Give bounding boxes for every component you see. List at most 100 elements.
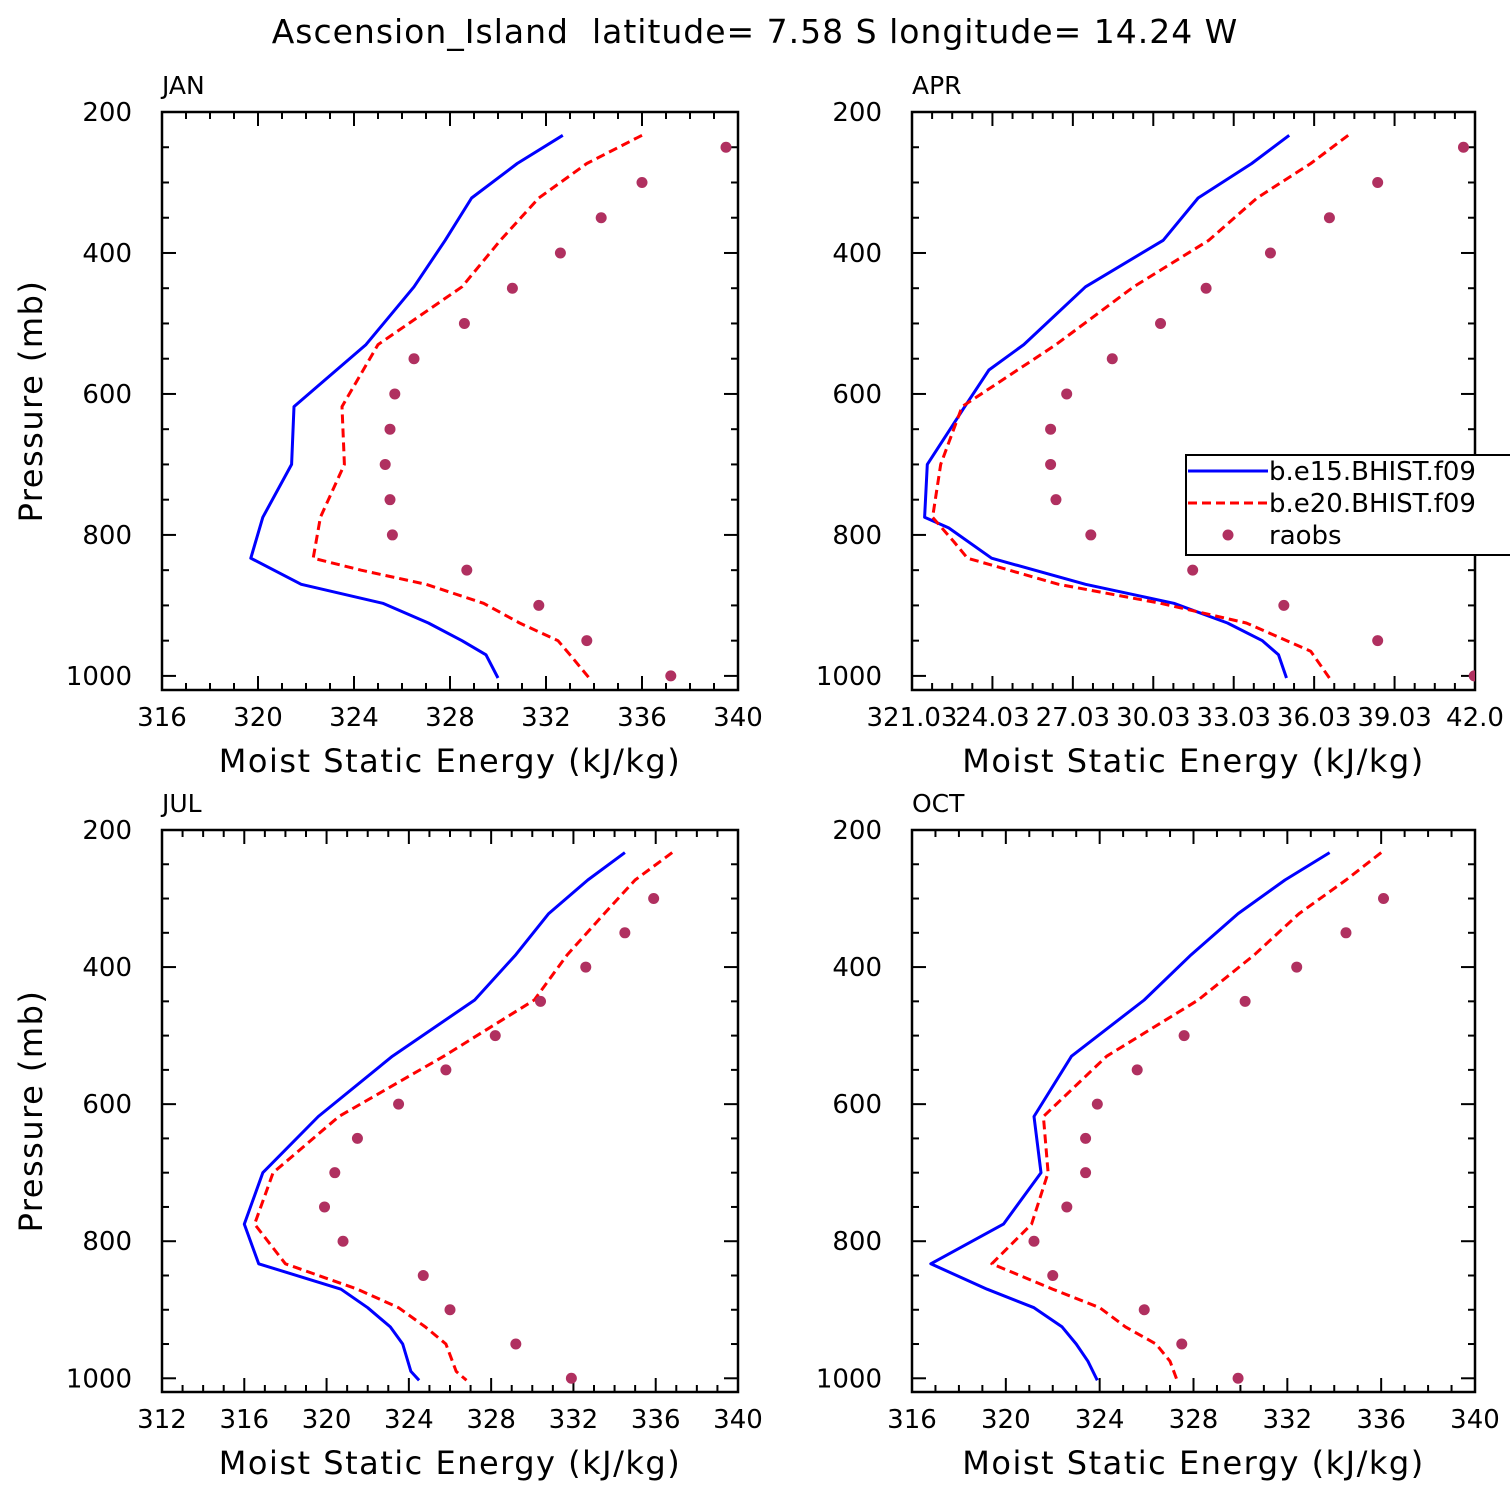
raobs-point: [417, 1269, 429, 1281]
x-tick-label: 27.03: [1036, 703, 1110, 733]
x-tick-label: 324: [329, 703, 379, 733]
y-tick-label: 400: [82, 239, 132, 269]
raobs-point: [393, 1098, 405, 1110]
e15-series-line: [242, 851, 626, 1382]
x-tick-label: 336: [1356, 1405, 1406, 1435]
x-tick-label: 33.03: [1196, 703, 1270, 733]
x-tick-label: 316: [219, 1405, 269, 1435]
y-tick-label: 400: [832, 953, 882, 983]
e15-series-line: [249, 134, 564, 679]
raobs-point: [384, 423, 396, 435]
raobs-point: [1061, 388, 1073, 400]
x-tick-label: 24.03: [955, 703, 1029, 733]
raobs-point: [379, 458, 391, 470]
y-axis-label: Pressure (mb): [12, 280, 50, 523]
raobs-point: [319, 1201, 331, 1213]
x-tick-label: 320: [302, 1405, 352, 1435]
y-tick-label: 600: [82, 380, 132, 410]
raobs-point: [1378, 893, 1390, 905]
x-tick-label: 340: [1450, 1405, 1500, 1435]
series-group: [929, 851, 1390, 1384]
raobs-point: [1232, 1372, 1244, 1384]
y-tick-label: 1000: [66, 1364, 132, 1394]
e20-series-line: [931, 134, 1350, 679]
raobs-point: [1085, 529, 1097, 541]
raobs-point: [1080, 1132, 1092, 1144]
legend-label: b.e20.BHIST.f09: [1269, 489, 1476, 519]
raobs-point: [408, 353, 420, 365]
y-tick-label: 1000: [66, 662, 132, 692]
raobs-point: [665, 670, 677, 682]
raobs-point: [1176, 1338, 1188, 1350]
raobs-point: [1264, 247, 1276, 259]
x-tick-label: 324: [1075, 1405, 1125, 1435]
x-tick-label: 332: [1263, 1405, 1313, 1435]
x-tick-label: 340: [713, 1405, 763, 1435]
series-group: [923, 134, 1475, 682]
y-tick-label: 800: [82, 1227, 132, 1257]
y-tick-label: 200: [832, 98, 882, 128]
e20-series-line: [253, 851, 674, 1382]
raobs-point: [461, 564, 473, 576]
raobs-point: [1372, 176, 1384, 188]
raobs-point: [1080, 1167, 1092, 1179]
x-tick-label: 336: [631, 1405, 681, 1435]
raobs-point: [337, 1235, 349, 1247]
raobs-point: [440, 1064, 452, 1076]
raobs-point: [444, 1304, 456, 1316]
raobs-point: [1045, 458, 1057, 470]
series-group: [249, 133, 732, 682]
raobs-point: [389, 388, 401, 400]
x-tick-label: 321.03: [867, 703, 958, 733]
y-tick-label: 800: [832, 521, 882, 551]
y-tick-label: 600: [832, 1090, 882, 1120]
x-axis-label: Moist Static Energy (kJ/kg): [219, 742, 681, 780]
x-tick-label: 324: [384, 1405, 434, 1435]
figure-title: Ascension_Island latitude= 7.58 S longit…: [271, 12, 1239, 51]
plot-frame: [910, 110, 1477, 692]
raobs-point: [458, 317, 470, 329]
y-tick-label: 200: [832, 816, 882, 846]
x-axis-label: Moist Static Energy (kJ/kg): [219, 1444, 681, 1482]
panel-jan: 316 320 324 328 332 336 340 200 400 600 800 1000 JAN…: [12, 71, 763, 780]
raobs-point: [1045, 423, 1057, 435]
y-tick-label: 400: [832, 239, 882, 269]
x-tick-label: 336: [617, 703, 667, 733]
raobs-point: [1047, 1269, 1059, 1281]
raobs-point: [1106, 353, 1118, 365]
x-axis-label: Moist Static Energy (kJ/kg): [962, 1444, 1424, 1482]
raobs-point: [1131, 1064, 1143, 1076]
legend-marker: [1222, 529, 1234, 541]
x-tick-label: 36.03: [1277, 703, 1351, 733]
legend-label: raobs: [1269, 521, 1342, 551]
raobs-point: [489, 1030, 501, 1042]
y-tick-label: 800: [832, 1227, 882, 1257]
raobs-point: [1091, 1098, 1103, 1110]
raobs-point: [1239, 995, 1251, 1007]
raobs-point: [1178, 1030, 1190, 1042]
x-tick-label: 328: [466, 1405, 516, 1435]
raobs-point: [329, 1167, 341, 1179]
raobs-point: [1155, 317, 1167, 329]
x-tick-label: 316: [137, 703, 187, 733]
panel-title: APR: [912, 71, 962, 100]
y-tick-label: 200: [82, 98, 132, 128]
e15-series-line: [923, 134, 1291, 679]
raobs-point: [1200, 282, 1212, 294]
raobs-point: [384, 494, 396, 506]
raobs-point: [581, 635, 593, 647]
raobs-point: [1061, 1201, 1073, 1213]
raobs-point: [554, 247, 566, 259]
raobs-point: [1372, 635, 1384, 647]
y-tick-label: 200: [82, 816, 132, 846]
raobs-point: [386, 529, 398, 541]
y-tick-label: 1000: [816, 662, 882, 692]
raobs-point: [648, 893, 660, 905]
panel-title: OCT: [912, 789, 965, 818]
e15-series-line: [929, 851, 1331, 1381]
plot-frame: [910, 828, 1477, 1394]
raobs-point: [619, 927, 631, 939]
plot-frame: [160, 110, 740, 692]
